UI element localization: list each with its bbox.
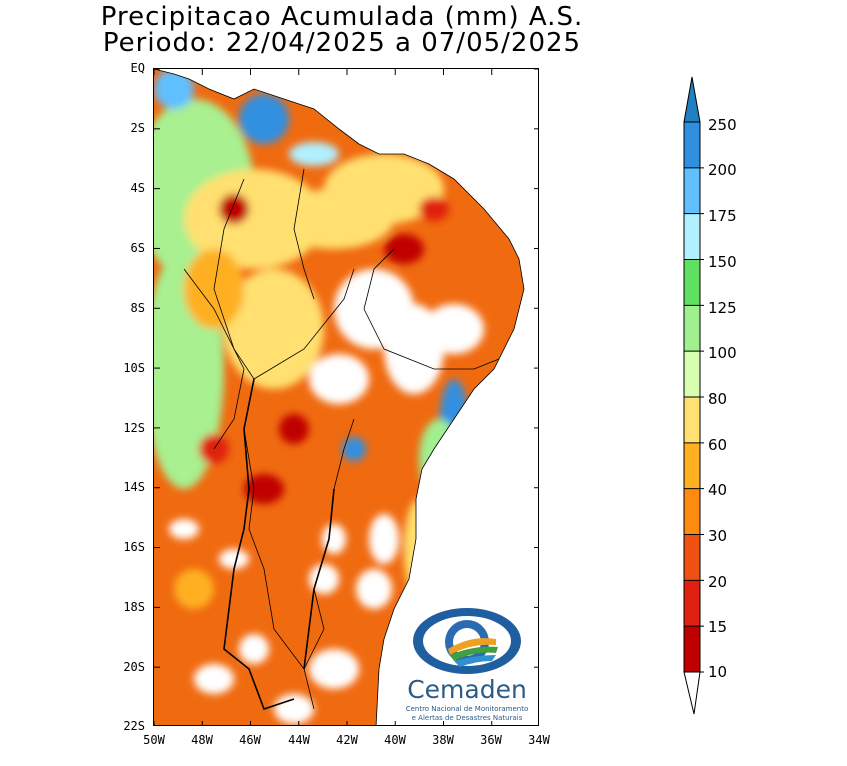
- lon-label-34w: 34W: [528, 733, 550, 747]
- colorbar-label-150: 150: [708, 253, 737, 271]
- lon-label-46w: 46W: [239, 733, 261, 747]
- cemaden-logo-subtitle-2: e Alertas de Desastres Naturais: [411, 714, 523, 722]
- colorbar-label-80: 80: [708, 390, 728, 408]
- cemaden-logo-subtitle-1: Centro Nacional de Monitoramento: [405, 705, 529, 713]
- lon-label-48w: 48W: [191, 733, 213, 747]
- colorbar-segment: [684, 213, 700, 260]
- map-title-line1: Precipitacao Acumulada (mm) A.S.: [100, 2, 584, 32]
- colorbar-label-175: 175: [708, 207, 737, 225]
- colorbar-label-30: 30: [708, 527, 728, 545]
- lat-label-8s: 8S: [130, 301, 145, 315]
- lat-label-10s: 10S: [123, 361, 145, 375]
- colorbar-segment: [684, 351, 700, 397]
- colorbar-bottom-extension: [683, 671, 701, 715]
- colorbar-segment: [684, 442, 700, 489]
- colorbar-segment: [684, 488, 700, 535]
- cemaden-logo-name: Cemaden: [407, 675, 527, 704]
- lon-label-40w: 40W: [384, 733, 406, 747]
- lat-label-4s: 4S: [130, 181, 145, 195]
- colorbar-label-10: 10: [708, 663, 728, 681]
- colorbar-segment: [684, 534, 700, 581]
- lat-label-14s: 14S: [123, 480, 145, 494]
- colorbar-label-125: 125: [708, 299, 737, 317]
- lat-label-6s: 6S: [130, 241, 145, 255]
- colorbar-segment: [684, 122, 700, 168]
- lon-label-50w: 50W: [143, 733, 165, 747]
- colorbar-top-extension: [683, 76, 701, 123]
- lon-label-38w: 38W: [432, 733, 454, 747]
- colorbar-segment: [684, 305, 700, 352]
- lat-label-18s: 18S: [123, 600, 145, 614]
- colorbar-segment: [684, 259, 700, 306]
- colorbar-label-200: 200: [708, 161, 737, 179]
- lat-label-22s: 22S: [123, 719, 145, 733]
- lon-label-42w: 42W: [336, 733, 358, 747]
- colorbar-segment: [684, 626, 700, 672]
- map-title-line2: Periodo: 22/04/2025 a 07/05/2025: [102, 28, 582, 58]
- cemaden-eye-icon: [413, 608, 521, 674]
- lat-label-eq: EQ: [130, 61, 145, 75]
- cemaden-logo: Cemaden Centro Nacional de Monitoramento…: [396, 605, 538, 725]
- lat-label-20s: 20S: [123, 660, 145, 674]
- lon-label-36w: 36W: [480, 733, 502, 747]
- colorbar-outline: [683, 121, 701, 673]
- colorbar-label-60: 60: [708, 436, 728, 454]
- colorbar-segment: [684, 580, 700, 627]
- colorbar-label-250: 250: [708, 116, 737, 134]
- colorbar-segment: [684, 397, 700, 443]
- colorbar-label-20: 20: [708, 573, 728, 591]
- colorbar-segment: [684, 167, 700, 214]
- colorbar-label-15: 15: [708, 618, 728, 636]
- lat-label-2s: 2S: [130, 121, 145, 135]
- lon-label-44w: 44W: [288, 733, 310, 747]
- colorbar-label-40: 40: [708, 481, 728, 499]
- lat-label-16s: 16S: [123, 540, 145, 554]
- lat-label-12s: 12S: [123, 421, 145, 435]
- colorbar-label-100: 100: [708, 344, 737, 362]
